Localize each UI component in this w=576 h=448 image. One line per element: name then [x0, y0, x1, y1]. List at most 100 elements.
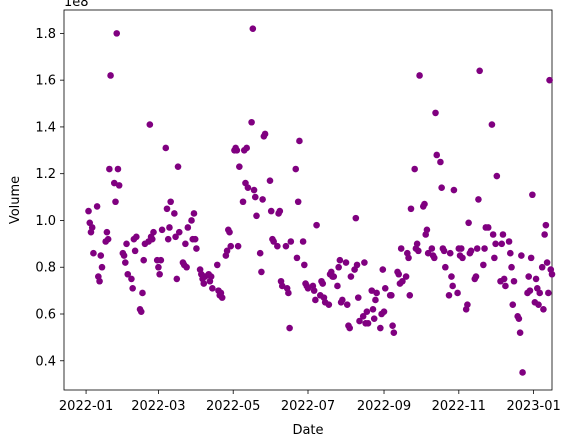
- data-point-140: [330, 273, 338, 280]
- data-point-185: [411, 165, 418, 173]
- data-point-228: [484, 224, 492, 231]
- data-point-233: [493, 172, 501, 180]
- x-tick-label-1: 2022-03: [131, 399, 185, 414]
- data-point-129: [312, 296, 319, 304]
- y-axis-label: Volume: [8, 176, 23, 224]
- data-point-47: [164, 235, 172, 243]
- data-point-142: [335, 263, 342, 271]
- data-point-78: [218, 294, 226, 301]
- data-points: [85, 25, 556, 376]
- y-tick-label-6: 1.6: [35, 74, 56, 89]
- data-point-128: [310, 287, 318, 294]
- data-point-118: [292, 165, 300, 173]
- data-point-26: [129, 284, 136, 292]
- data-point-213: [457, 245, 465, 252]
- data-point-57: [182, 240, 189, 248]
- data-point-156: [359, 313, 367, 320]
- data-point-166: [377, 324, 384, 332]
- data-point-43: [157, 256, 165, 264]
- data-point-208: [449, 282, 456, 290]
- data-point-130: [313, 221, 320, 229]
- x-tick-label-3: 2022-07: [281, 399, 335, 414]
- x-axis-label: Date: [292, 423, 323, 438]
- data-point-217: [465, 219, 472, 227]
- data-point-80: [223, 247, 231, 255]
- data-point-108: [274, 242, 281, 250]
- data-point-41: [155, 263, 162, 271]
- data-point-169: [380, 308, 388, 315]
- y-tick-label-0: 0.4: [35, 354, 56, 369]
- data-point-86: [233, 147, 241, 154]
- data-point-94: [248, 118, 255, 126]
- y-tick-label-4: 1.2: [35, 167, 56, 182]
- data-point-72: [207, 273, 215, 280]
- data-point-188: [415, 247, 422, 255]
- data-point-116: [286, 324, 293, 332]
- data-point-122: [299, 238, 307, 245]
- data-point-200: [437, 158, 444, 166]
- data-point-145: [339, 296, 346, 304]
- data-point-178: [397, 245, 405, 252]
- data-point-206: [446, 249, 454, 257]
- data-point-31: [137, 308, 145, 315]
- x-tick-label-4: 2022-09: [357, 399, 411, 414]
- data-point-19: [115, 182, 123, 189]
- data-point-231: [491, 254, 498, 262]
- data-point-265: [546, 76, 553, 84]
- data-point-223: [475, 196, 482, 203]
- y-tick-label-5: 1.4: [35, 120, 56, 135]
- data-point-104: [266, 177, 274, 185]
- x-tick-label-0: 2022-01: [59, 399, 113, 414]
- data-point-64: [193, 245, 200, 252]
- data-point-203: [440, 247, 448, 255]
- data-point-5: [93, 203, 101, 210]
- data-point-174: [390, 329, 398, 337]
- data-point-15: [110, 179, 118, 187]
- data-point-224: [476, 67, 483, 75]
- data-point-123: [301, 261, 308, 269]
- data-point-143: [336, 256, 344, 264]
- data-point-207: [448, 273, 455, 280]
- x-tick-label-5: 2022-11: [432, 399, 486, 414]
- data-point-157: [361, 259, 368, 266]
- data-point-58: [183, 263, 190, 271]
- data-point-267: [548, 270, 556, 278]
- data-point-126: [304, 284, 312, 292]
- data-point-46: [163, 205, 171, 213]
- data-point-87: [234, 242, 242, 250]
- y-tick-label-1: 0.6: [35, 308, 56, 323]
- data-point-183: [406, 291, 414, 299]
- data-point-198: [432, 109, 439, 117]
- data-point-260: [540, 306, 547, 313]
- data-point-214: [459, 254, 466, 262]
- data-point-257: [535, 301, 542, 308]
- data-point-255: [532, 275, 540, 283]
- data-point-176: [395, 270, 403, 278]
- data-point-193: [423, 226, 431, 234]
- data-point-187: [413, 240, 421, 248]
- data-point-25: [128, 275, 135, 283]
- data-point-97: [251, 193, 259, 201]
- data-point-147: [343, 301, 351, 308]
- data-point-49: [167, 198, 174, 206]
- data-point-101: [259, 196, 266, 203]
- data-point-98: [253, 212, 260, 220]
- data-point-60: [188, 217, 195, 224]
- data-point-9: [98, 263, 106, 271]
- data-point-216: [464, 301, 471, 308]
- data-point-163: [370, 315, 378, 322]
- data-point-253: [529, 191, 536, 199]
- data-point-235: [498, 240, 506, 248]
- y-tick-label-7: 1.8: [35, 27, 56, 42]
- data-point-0: [85, 207, 92, 215]
- data-point-74: [213, 261, 221, 269]
- data-point-197: [430, 254, 438, 262]
- data-point-8: [97, 252, 105, 259]
- data-point-201: [438, 184, 445, 192]
- data-point-88: [236, 163, 243, 170]
- data-point-14: [107, 72, 114, 79]
- data-point-221: [472, 273, 480, 280]
- data-point-112: [278, 282, 286, 290]
- data-point-263: [543, 259, 551, 266]
- y-axis-ticks: 0.4 0.6 0.8 1.0 1.2 1.4 1.6 1.8: [35, 27, 64, 369]
